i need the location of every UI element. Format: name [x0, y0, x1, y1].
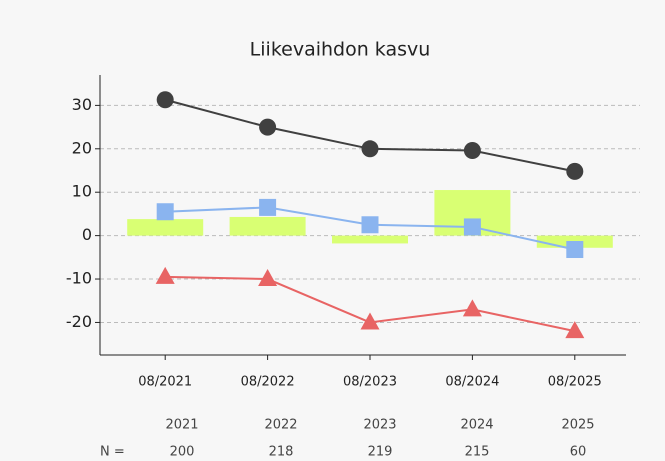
marker [258, 269, 278, 287]
table-year: 2021 [165, 418, 198, 433]
bar [127, 219, 204, 236]
table-count: 200 [170, 445, 195, 460]
y-tick-label: -10 [66, 269, 92, 288]
y-tick-label: 10 [72, 182, 92, 201]
marker [361, 216, 379, 234]
y-tick-label: -20 [66, 312, 92, 331]
marker [361, 140, 379, 158]
marker [155, 266, 175, 284]
marker [360, 312, 380, 330]
x-tick-label: 08/2024 [445, 375, 499, 390]
table-count: 215 [465, 445, 490, 460]
table-year: 2024 [460, 418, 493, 433]
x-tick-label: 08/2021 [138, 375, 192, 390]
marker [463, 142, 481, 160]
chart-title: Liikevaihdon kasvu [250, 39, 431, 61]
x-tick-label: 08/2022 [241, 375, 295, 390]
marker [259, 198, 277, 216]
table-count: 219 [368, 445, 393, 460]
marker [156, 91, 174, 109]
table-label: N = [100, 445, 125, 460]
table-count: 218 [269, 445, 294, 460]
y-tick-label: 20 [72, 138, 92, 157]
table-year: 2023 [363, 418, 396, 433]
y-tick-label: 30 [72, 95, 92, 114]
y-tick-label: 0 [82, 225, 92, 244]
marker [565, 321, 585, 339]
marker [156, 203, 174, 221]
table-count: 60 [570, 445, 587, 460]
table-year: 2022 [264, 418, 297, 433]
marker [259, 118, 277, 136]
bar [332, 235, 408, 244]
marker [463, 218, 481, 236]
bar [229, 216, 306, 236]
x-tick-label: 08/2023 [343, 375, 397, 390]
x-tick-label: 08/2025 [548, 375, 602, 390]
marker [566, 162, 584, 180]
marker [566, 241, 584, 259]
table-year: 2025 [561, 418, 594, 433]
marker [462, 299, 482, 317]
